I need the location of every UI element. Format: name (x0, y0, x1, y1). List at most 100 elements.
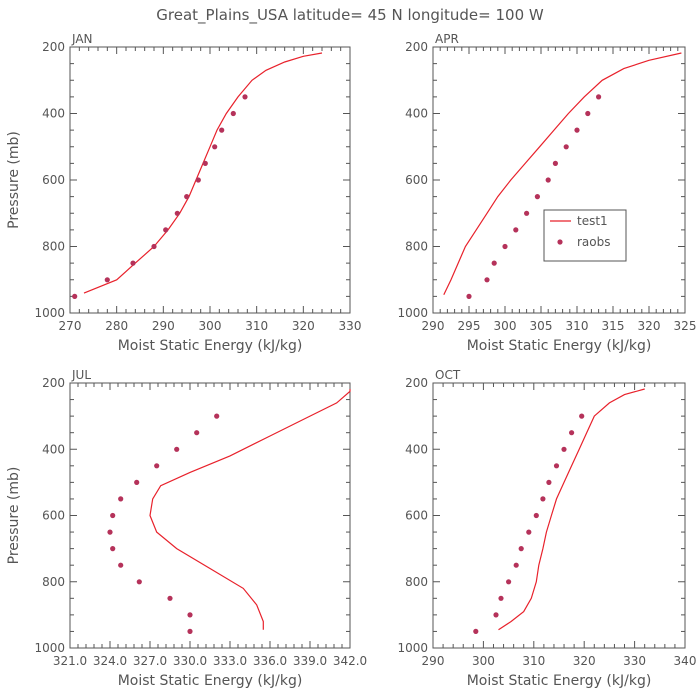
x-tick-label: 290 (152, 319, 175, 333)
x-tick-label: 327.0 (133, 654, 167, 668)
obs-point (110, 546, 116, 552)
obs-point (526, 529, 532, 535)
y-axis-label: Pressure (mb) (6, 131, 22, 229)
obs-point (546, 479, 552, 485)
x-tick-label: 300 (494, 319, 517, 333)
x-tick-label: 325 (674, 319, 697, 333)
x-tick-label: 300 (472, 654, 495, 668)
obs-point (219, 127, 225, 133)
panel-apr: APR 290 295 300 305 310 315 320 325 200 400 600 800 1… (397, 32, 696, 354)
obs-point (151, 243, 157, 250)
x-axis-label: Moist Static Energy (kJ/kg) (467, 673, 652, 689)
obs-point (473, 628, 479, 635)
y-tick-label: 200 (405, 376, 428, 390)
x-tick-label: 290 (422, 319, 445, 333)
x-axis-label: Moist Static Energy (kJ/kg) (467, 338, 652, 354)
obs-point (533, 512, 539, 519)
x-tick-label: 310 (522, 654, 545, 668)
obs-point (561, 446, 567, 452)
panel-jan: JAN 270 280 290 300 310 320 330 200 400 600 800 1000… (6, 32, 361, 354)
model-line (83, 52, 323, 294)
y-tick-label: 600 (42, 173, 65, 187)
obs-point (569, 430, 575, 436)
obs-point (466, 293, 472, 299)
y-tick-label: 400 (405, 442, 428, 456)
obs-point (212, 144, 218, 150)
model-line (149, 389, 351, 630)
obs-point (194, 430, 200, 436)
obs-point (104, 277, 110, 283)
x-tick-label: 324.0 (93, 654, 127, 668)
obs-point (498, 595, 504, 601)
obs-point (484, 277, 490, 283)
obs-point (230, 110, 236, 117)
obs-point (596, 94, 602, 100)
plot-frame (432, 382, 686, 649)
obs-point (167, 595, 173, 601)
obs-point (540, 496, 546, 502)
obs-point (154, 463, 160, 469)
panel-label: OCT (435, 368, 461, 382)
obs-point (110, 512, 116, 519)
x-axis-label: Moist Static Energy (kJ/kg) (118, 338, 303, 354)
obs-point (107, 529, 113, 535)
x-tick-label: 330 (623, 654, 646, 668)
y-tick-label: 800 (405, 575, 428, 589)
obs-point (184, 194, 190, 200)
x-tick-label: 342.0 (333, 654, 367, 668)
x-tick-label: 339.0 (293, 654, 327, 668)
y-tick-label: 600 (405, 173, 428, 187)
obs-point (174, 210, 180, 216)
obs-point (553, 463, 560, 469)
x-tick-label: 321.0 (53, 654, 87, 668)
x-tick-label: 295 (458, 319, 481, 333)
obs-point (187, 612, 193, 618)
legend-label: raobs (577, 235, 611, 249)
obs-point (195, 177, 201, 183)
obs-point (214, 413, 220, 419)
obs-point (136, 579, 142, 585)
y-tick-label: 400 (405, 107, 428, 121)
x-tick-label: 300 (199, 319, 222, 333)
obs-point (134, 479, 140, 485)
obs-point (574, 127, 580, 133)
x-tick-label: 330.0 (173, 654, 207, 668)
figure-title: Great_Plains_USA latitude= 45 N longitud… (156, 6, 544, 25)
x-axis-label: Moist Static Energy (kJ/kg) (118, 673, 303, 689)
obs-point (163, 227, 169, 233)
obs-point (524, 210, 530, 216)
obs-point (534, 194, 541, 200)
panel-oct: OCT 290 300 310 320 330 340 200 400 600 800 1000 Moi… (397, 368, 696, 689)
x-tick-label: 290 (422, 654, 445, 668)
x-tick-label: 310 (245, 319, 268, 333)
y-tick-label: 200 (405, 40, 428, 54)
obs-point (491, 260, 497, 266)
y-tick-label: 800 (42, 575, 65, 589)
plot-frame (432, 46, 686, 314)
x-tick-label: 336.0 (253, 654, 287, 668)
obs-point (513, 227, 519, 233)
y-tick-label: 1000 (34, 306, 65, 320)
obs-point (585, 110, 591, 117)
obs-point (502, 243, 508, 250)
obs-point (72, 293, 78, 299)
x-tick-label: 330 (339, 319, 362, 333)
obs-point (552, 160, 559, 166)
panel-label: JAN (71, 32, 93, 46)
obs-point (545, 177, 551, 183)
plot-frame (69, 46, 351, 314)
obs-point (118, 496, 124, 502)
panel-label: JUL (71, 368, 91, 382)
y-tick-label: 800 (42, 240, 65, 254)
y-tick-label: 1000 (397, 641, 428, 655)
x-tick-label: 305 (530, 319, 553, 333)
obs-point (563, 144, 569, 150)
y-tick-label: 400 (42, 107, 65, 121)
obs-point (174, 446, 180, 452)
obs-point (202, 160, 208, 166)
panel-label: APR (435, 32, 459, 46)
legend-dot-swatch (557, 239, 563, 245)
x-tick-label: 315 (602, 319, 625, 333)
y-tick-label: 400 (42, 442, 65, 456)
